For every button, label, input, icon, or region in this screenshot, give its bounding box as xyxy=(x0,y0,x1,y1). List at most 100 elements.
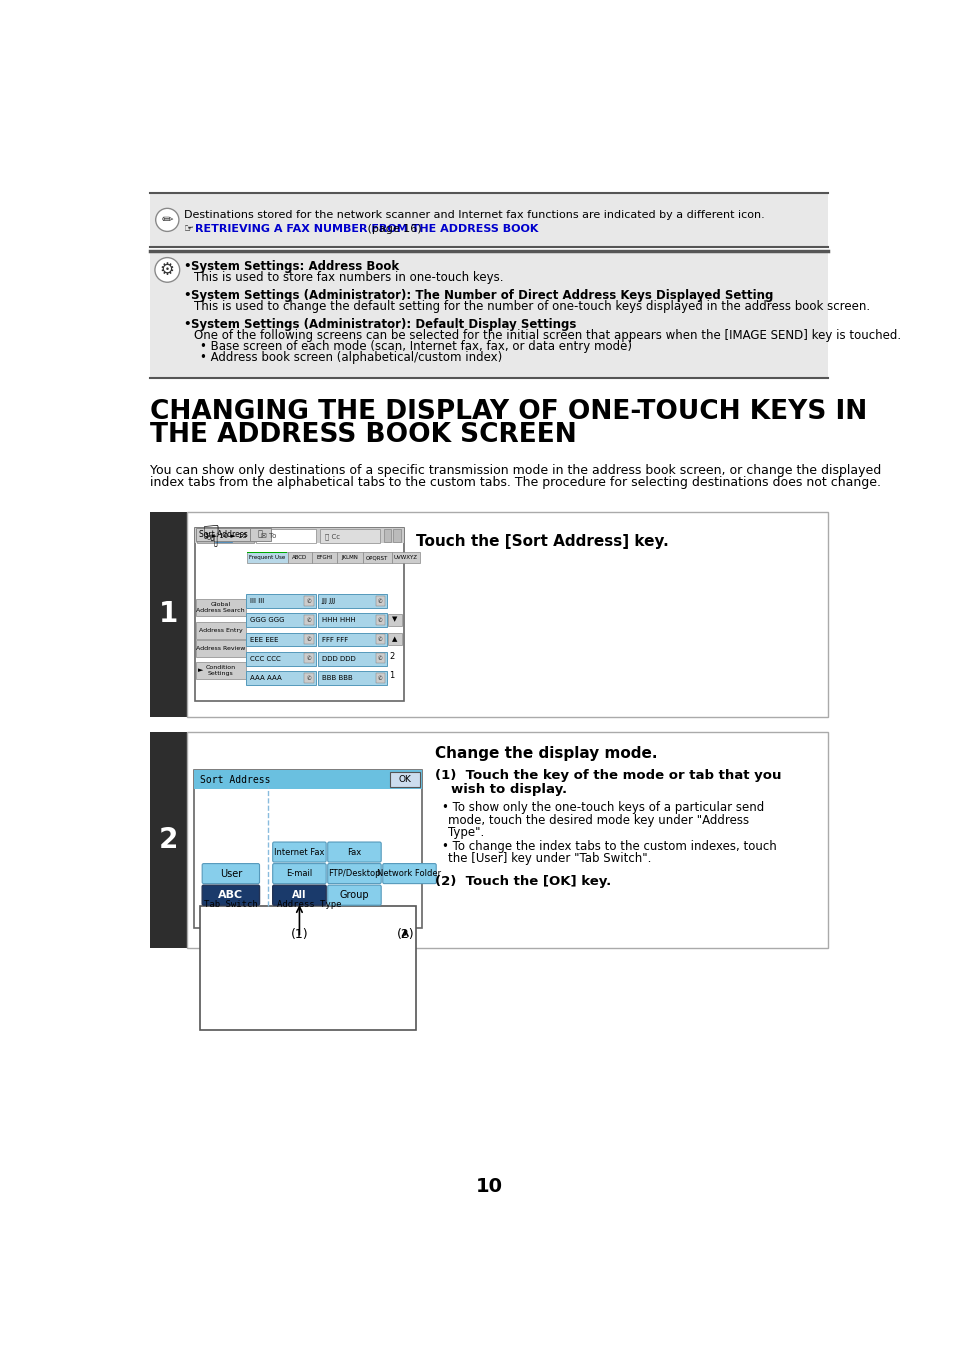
Text: (page 16): (page 16) xyxy=(364,224,421,234)
Text: EFGHI: EFGHI xyxy=(316,555,333,561)
FancyBboxPatch shape xyxy=(199,907,416,1029)
Text: This is used to store fax numbers in one-touch keys.: This is used to store fax numbers in one… xyxy=(193,270,502,284)
Text: • Address book screen (alphabetical/custom index): • Address book screen (alphabetical/cust… xyxy=(199,351,501,363)
FancyBboxPatch shape xyxy=(250,528,271,540)
Text: ABCD: ABCD xyxy=(292,555,307,561)
FancyBboxPatch shape xyxy=(247,551,287,554)
Text: ☞: ☞ xyxy=(184,224,197,234)
FancyBboxPatch shape xyxy=(312,553,337,563)
Text: Fax: Fax xyxy=(347,847,361,857)
FancyBboxPatch shape xyxy=(304,673,314,682)
Text: ▼: ▼ xyxy=(392,616,397,623)
Text: THE ADDRESS BOOK SCREEN: THE ADDRESS BOOK SCREEN xyxy=(150,423,577,449)
FancyBboxPatch shape xyxy=(214,530,232,542)
Text: JJJ JJJ: JJJ JJJ xyxy=(321,598,335,604)
FancyBboxPatch shape xyxy=(196,528,253,543)
Text: Condition
Settings: Condition Settings xyxy=(206,665,235,676)
FancyBboxPatch shape xyxy=(388,634,402,644)
FancyBboxPatch shape xyxy=(256,528,315,543)
FancyBboxPatch shape xyxy=(375,654,385,663)
Text: ✆: ✆ xyxy=(307,638,311,642)
FancyBboxPatch shape xyxy=(304,634,314,644)
Text: AAA AAA: AAA AAA xyxy=(250,676,282,681)
Text: RETRIEVING A FAX NUMBER FROM THE ADDRESS BOOK: RETRIEVING A FAX NUMBER FROM THE ADDRESS… xyxy=(195,224,538,234)
FancyBboxPatch shape xyxy=(304,615,314,626)
FancyBboxPatch shape xyxy=(273,885,326,905)
FancyBboxPatch shape xyxy=(247,553,288,563)
Text: ✆: ✆ xyxy=(377,638,382,642)
FancyBboxPatch shape xyxy=(202,863,259,884)
FancyBboxPatch shape xyxy=(382,863,436,884)
Text: 🖨 Cc: 🖨 Cc xyxy=(324,534,339,539)
FancyBboxPatch shape xyxy=(193,770,422,789)
FancyBboxPatch shape xyxy=(273,863,326,884)
Text: OK: OK xyxy=(398,775,412,784)
FancyBboxPatch shape xyxy=(319,528,379,543)
FancyBboxPatch shape xyxy=(317,671,387,685)
Text: Sort Address: Sort Address xyxy=(198,530,247,539)
Text: Type".: Type". xyxy=(447,825,483,839)
Text: mode, touch the desired mode key under "Address: mode, touch the desired mode key under "… xyxy=(447,813,748,827)
FancyBboxPatch shape xyxy=(150,732,187,947)
FancyBboxPatch shape xyxy=(195,528,250,540)
Text: FTP/Desktop: FTP/Desktop xyxy=(328,869,380,878)
Text: ☟: ☟ xyxy=(201,524,220,553)
Text: • Base screen of each mode (scan, Internet fax, fax, or data entry mode): • Base screen of each mode (scan, Intern… xyxy=(199,340,631,353)
FancyBboxPatch shape xyxy=(328,885,381,905)
FancyBboxPatch shape xyxy=(393,530,400,542)
Text: •: • xyxy=(184,319,196,331)
FancyBboxPatch shape xyxy=(187,512,827,716)
Text: ✆: ✆ xyxy=(307,676,311,681)
FancyBboxPatch shape xyxy=(195,640,245,657)
Text: ✏: ✏ xyxy=(161,213,172,227)
Text: System Settings: Address Book: System Settings: Address Book xyxy=(191,259,398,273)
FancyBboxPatch shape xyxy=(195,528,404,543)
FancyBboxPatch shape xyxy=(246,671,315,685)
Text: FFF FFF: FFF FFF xyxy=(321,636,348,643)
Text: ✆: ✆ xyxy=(307,657,311,661)
FancyBboxPatch shape xyxy=(328,863,381,884)
Text: ✆: ✆ xyxy=(377,676,382,681)
Text: (1): (1) xyxy=(291,928,308,940)
FancyBboxPatch shape xyxy=(195,598,245,616)
Text: 2: 2 xyxy=(159,825,178,854)
Text: Touch the [Sort Address] key.: Touch the [Sort Address] key. xyxy=(416,534,668,549)
Text: Sort Address: Sort Address xyxy=(199,774,270,785)
FancyBboxPatch shape xyxy=(195,662,245,678)
Text: HHH HHH: HHH HHH xyxy=(321,617,355,623)
Text: ✉ To: ✉ To xyxy=(261,534,276,539)
Text: ✆: ✆ xyxy=(307,617,311,623)
FancyBboxPatch shape xyxy=(375,615,385,626)
Text: Destinations stored for the network scanner and Internet fax functions are indic: Destinations stored for the network scan… xyxy=(184,209,764,220)
Text: ✆: ✆ xyxy=(377,598,382,604)
Text: This is used to change the default setting for the number of one-touch keys disp: This is used to change the default setti… xyxy=(193,300,869,313)
Text: Network Folder: Network Folder xyxy=(377,869,441,878)
Text: All: All xyxy=(292,890,306,900)
Text: 5 ► 10 ► 15: 5 ► 10 ► 15 xyxy=(205,534,247,539)
Text: •: • xyxy=(184,259,196,273)
Text: ⚙: ⚙ xyxy=(160,261,174,278)
Text: System Settings (Administrator): The Number of Direct Address Keys Displayed Set: System Settings (Administrator): The Num… xyxy=(191,289,772,303)
FancyBboxPatch shape xyxy=(392,553,420,563)
FancyBboxPatch shape xyxy=(202,885,259,905)
Text: Address Review: Address Review xyxy=(196,646,245,651)
Text: Global
Address Search: Global Address Search xyxy=(196,601,245,612)
Text: (2): (2) xyxy=(396,928,414,940)
Text: 2: 2 xyxy=(389,653,395,661)
Text: ✆: ✆ xyxy=(377,657,382,661)
FancyBboxPatch shape xyxy=(304,654,314,663)
Text: ✆: ✆ xyxy=(307,598,311,604)
Text: index tabs from the alphabetical tabs to the custom tabs. The procedure for sele: index tabs from the alphabetical tabs to… xyxy=(150,477,881,489)
FancyBboxPatch shape xyxy=(187,732,827,947)
FancyBboxPatch shape xyxy=(362,553,392,563)
FancyBboxPatch shape xyxy=(246,651,315,666)
FancyBboxPatch shape xyxy=(195,621,245,639)
Circle shape xyxy=(155,208,179,231)
Text: ▲: ▲ xyxy=(392,636,397,642)
FancyBboxPatch shape xyxy=(337,553,362,563)
Text: • To show only the one-touch keys of a particular send: • To show only the one-touch keys of a p… xyxy=(441,801,763,815)
Text: •: • xyxy=(184,289,196,303)
FancyBboxPatch shape xyxy=(328,842,381,862)
Text: One of the following screens can be selected for the initial screen that appears: One of the following screens can be sele… xyxy=(193,330,900,342)
FancyBboxPatch shape xyxy=(383,530,391,542)
